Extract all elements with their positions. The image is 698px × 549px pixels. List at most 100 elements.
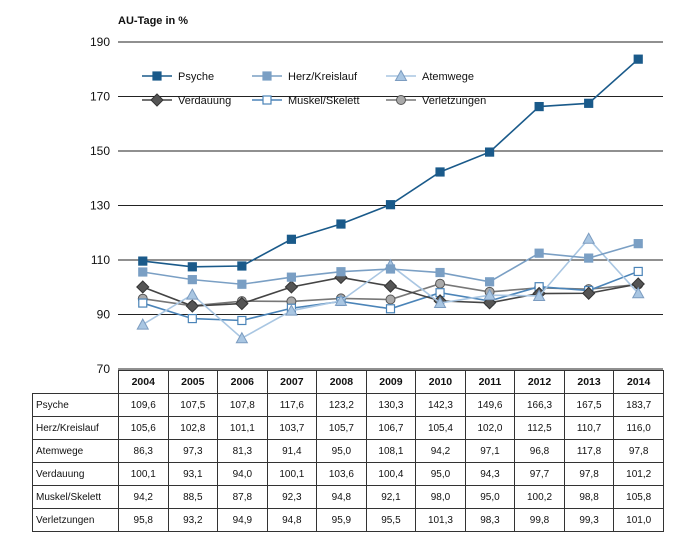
row-label: Verdauung: [32, 462, 119, 486]
legend-item: Herz/Kreislauf: [252, 71, 358, 83]
data-point: [185, 288, 199, 300]
x-tick-label: 2013: [563, 370, 615, 394]
x-tick-label: 2012: [514, 370, 565, 394]
table-cell: 97,1: [464, 439, 516, 463]
table-cell: 97,3: [167, 439, 219, 463]
table-cell: 100,4: [365, 462, 417, 486]
data-point: [262, 95, 272, 105]
data-point: [484, 277, 495, 287]
data-point: [534, 248, 544, 258]
data-point: [152, 71, 162, 81]
data-point: [534, 101, 544, 112]
data-point: [385, 304, 396, 314]
data-table: 2004 2005 2006 2007 2008 2009 2010 2011 2012 2013…: [32, 370, 664, 532]
x-tick-label: 2007: [266, 370, 318, 394]
table-cell: 95,0: [316, 439, 367, 463]
table-cell: 86,3: [118, 439, 169, 463]
table-cell: 92,3: [266, 485, 318, 509]
x-tick-label: 2009: [365, 370, 417, 394]
x-tick-label: 2014: [613, 370, 664, 394]
data-point: [433, 296, 447, 309]
table-cell: 91,4: [266, 439, 318, 463]
table-cell: 117,8: [563, 439, 615, 463]
table-cell: 100,1: [118, 462, 169, 486]
data-point: [235, 331, 249, 344]
table-cell: 110,7: [563, 416, 615, 440]
series-line: [142, 58, 639, 268]
data-point: [237, 261, 247, 271]
x-tick-label: 2011: [464, 370, 516, 394]
series-herz-kreislauf: [138, 239, 643, 289]
data-point: [483, 288, 496, 301]
table-cell: 101,3: [415, 508, 466, 532]
table-cell: 105,7: [316, 416, 367, 440]
table-cell: 103,7: [266, 416, 318, 440]
data-point: [484, 147, 495, 157]
table-header-row: 2004 2005 2006 2007 2008 2009 2010 2011 2012 2013…: [32, 370, 664, 394]
table-cell: 107,5: [167, 393, 219, 417]
data-point: [584, 98, 594, 108]
table-cell: 94,3: [464, 462, 516, 486]
table-cell: 94,2: [415, 439, 466, 463]
table-cell: 93,2: [167, 508, 219, 532]
data-point: [633, 54, 643, 64]
table-cell: 94,0: [217, 462, 268, 486]
data-point: [435, 167, 445, 177]
data-point: [631, 286, 645, 299]
table-row: Muskel/Skelett 94,2 88,5 87,8 92,3 94,8 92,1 98…: [32, 485, 664, 509]
data-point: [284, 280, 299, 294]
table-cell: 97,8: [563, 462, 615, 486]
data-point: [286, 272, 297, 282]
table-cell: 98,8: [563, 485, 615, 509]
legend-item: Atemwege: [386, 69, 474, 83]
data-point: [138, 256, 148, 266]
row-label: Verletzungen: [32, 508, 119, 532]
row-label: Psyche: [32, 393, 119, 417]
data-point: [136, 280, 150, 294]
table-cell: 95,0: [415, 462, 466, 486]
table-cell: 101,0: [613, 508, 664, 532]
legend-item: Verdauung: [142, 93, 231, 107]
data-point: [435, 267, 445, 278]
data-point: [581, 286, 596, 300]
data-point: [187, 313, 197, 324]
y-tick-label: 130: [90, 199, 110, 213]
table-cell: 106,7: [365, 416, 417, 440]
data-point: [235, 296, 249, 311]
data-point: [633, 266, 643, 277]
table-cell: 94,2: [118, 485, 169, 509]
data-point: [138, 267, 148, 277]
table-cell: 101,2: [613, 462, 664, 486]
table-row: Verdauung 100,1 93,1 94,0 100,1 103,6 100,4 95,…: [32, 462, 664, 486]
table-cell: 109,6: [118, 393, 169, 417]
table-row: Atemwege 86,3 97,3 81,3 91,4 95,0 108,1 94,2 97,…: [32, 439, 664, 463]
table-cell: 98,0: [415, 485, 466, 509]
table-cell: 117,6: [266, 393, 318, 417]
table-cell: 103,6: [316, 462, 367, 486]
table-cell: 183,7: [613, 393, 664, 417]
data-point: [334, 294, 348, 306]
table-cell: 96,8: [514, 439, 565, 463]
table-cell: 95,9: [316, 508, 367, 532]
data-point: [584, 253, 594, 263]
data-point: [185, 299, 200, 313]
table-cell: 92,1: [365, 485, 417, 509]
table-cell: 95,5: [365, 508, 417, 532]
legend-label: Verdauung: [178, 95, 231, 107]
table-cell: 102,8: [167, 416, 219, 440]
table-cell: 102,0: [464, 416, 516, 440]
table-cell: 87,8: [217, 485, 268, 509]
data-point: [187, 262, 197, 272]
legend-label: Atemwege: [422, 71, 474, 83]
table-cell: 98,3: [464, 508, 516, 532]
data-point: [150, 93, 164, 107]
table-cell: 94,8: [316, 485, 367, 509]
table-cell: 95,0: [464, 485, 516, 509]
data-point: [136, 318, 150, 330]
data-point: [532, 289, 546, 301]
row-label: Herz/Kreislauf: [32, 416, 119, 440]
x-tick-label: 2005: [167, 370, 219, 394]
table-cell: 107,8: [217, 393, 268, 417]
series-psyche: [138, 54, 643, 272]
